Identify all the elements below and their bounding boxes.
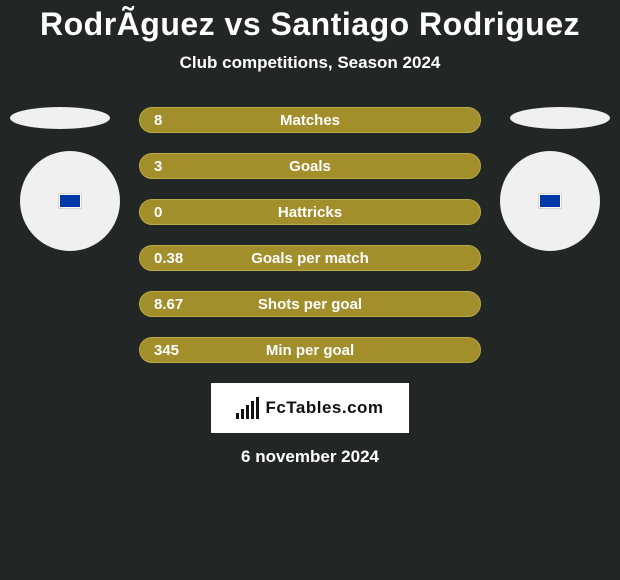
left-ellipse [10, 107, 110, 129]
date-label: 6 november 2024 [0, 447, 620, 467]
stat-bars: 8Matches 3Goals 0Hattricks 0.38Goals per ma… [139, 107, 481, 363]
logo-box: FcTables.com [211, 383, 409, 433]
page-title: RodrÃ­guez vs Santiago Rodriguez [0, 0, 620, 43]
stat-row: 0Hattricks [139, 199, 481, 225]
stat-value: 0.38 [154, 250, 183, 267]
stat-row: 345Min per goal [139, 337, 481, 363]
stat-label: Matches [140, 112, 480, 129]
flag-icon [539, 194, 561, 208]
flag-icon [59, 194, 81, 208]
stat-label: Goals [140, 158, 480, 175]
stat-row: 0.38Goals per match [139, 245, 481, 271]
right-avatar [500, 151, 600, 251]
stat-label: Goals per match [140, 250, 480, 267]
stats-area: 8Matches 3Goals 0Hattricks 0.38Goals per ma… [0, 107, 620, 467]
logo-text: FcTables.com [265, 398, 383, 418]
stat-row: 3Goals [139, 153, 481, 179]
left-avatar [20, 151, 120, 251]
stat-label: Shots per goal [140, 296, 480, 313]
stat-row: 8.67Shots per goal [139, 291, 481, 317]
subtitle: Club competitions, Season 2024 [0, 53, 620, 73]
stat-value: 3 [154, 158, 162, 175]
stat-value: 0 [154, 204, 162, 221]
stat-label: Min per goal [140, 342, 480, 359]
stat-value: 8.67 [154, 296, 183, 313]
stat-value: 8 [154, 112, 162, 129]
stat-label: Hattricks [140, 204, 480, 221]
stat-value: 345 [154, 342, 179, 359]
right-ellipse [510, 107, 610, 129]
logo-bars-icon [236, 397, 259, 419]
stat-row: 8Matches [139, 107, 481, 133]
